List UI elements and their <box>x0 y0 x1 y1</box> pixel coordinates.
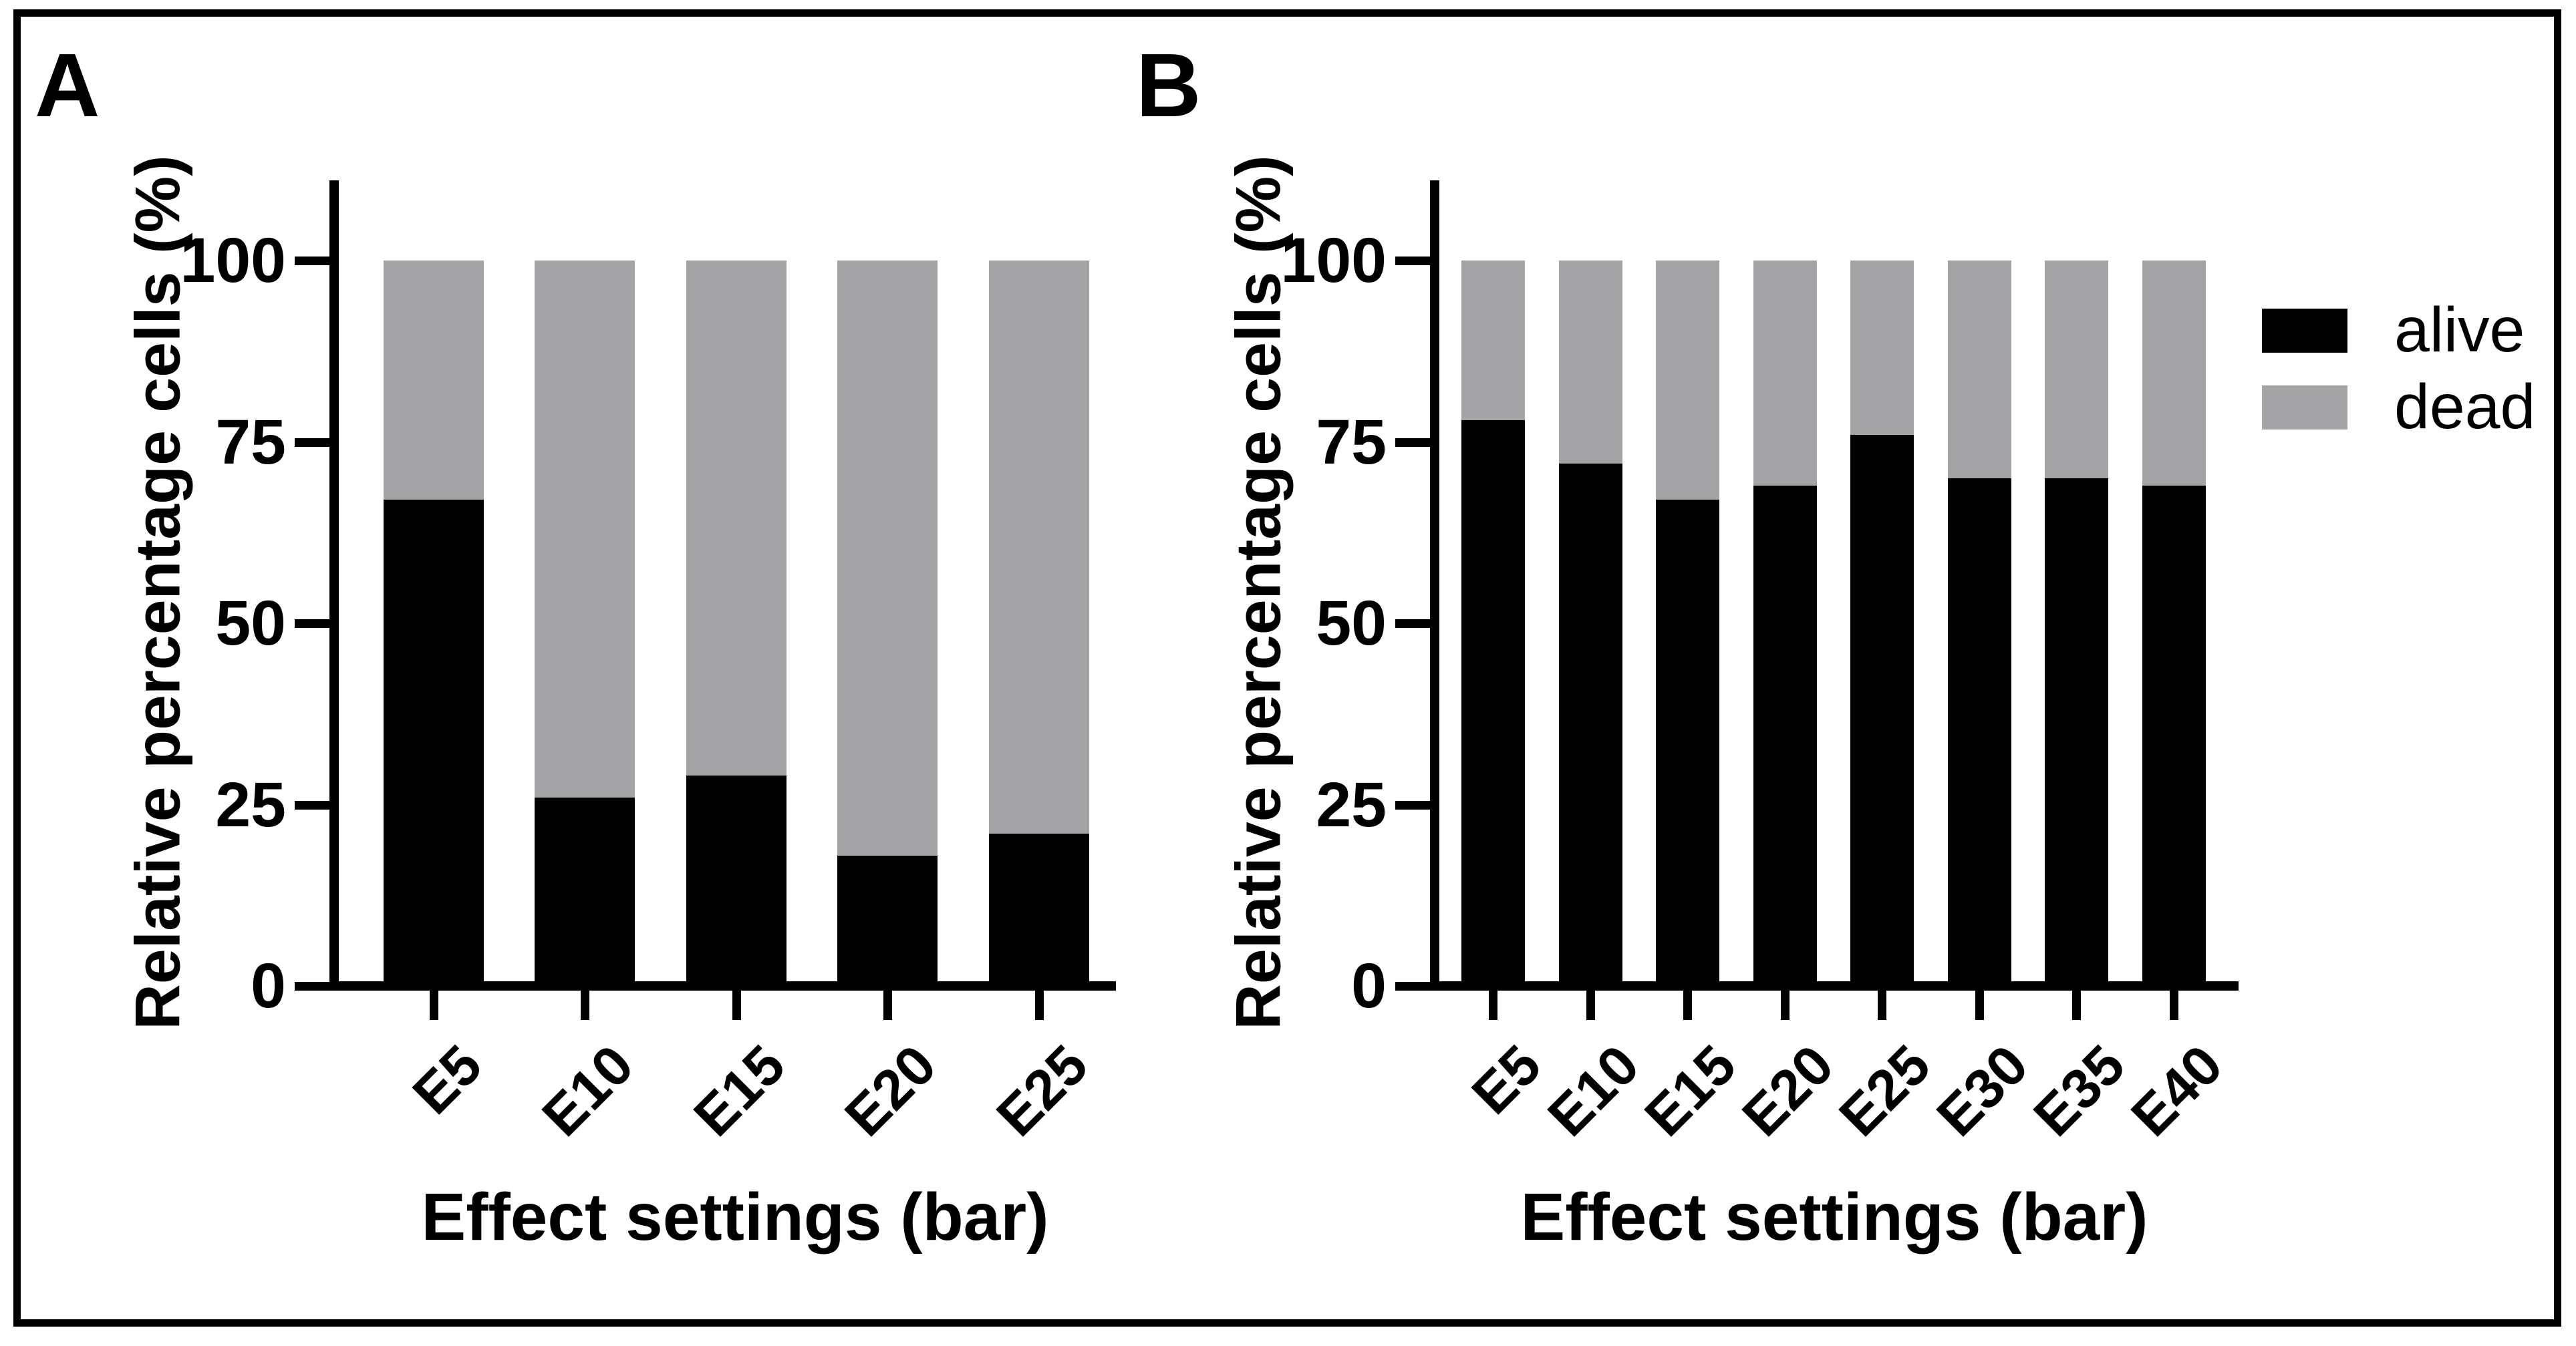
bar-E25-dead-segment <box>989 261 1089 834</box>
bar-E20-alive-segment <box>837 855 938 991</box>
bar-E5-alive-segment <box>1461 419 1525 991</box>
bar-E5-alive-segment <box>384 500 484 991</box>
bar-E20 <box>1753 261 1817 991</box>
bar-E30-alive-segment <box>1947 478 2011 991</box>
bar-E5-dead-segment <box>384 261 484 500</box>
panel-b-y-tick-label-0: 0 <box>1351 951 1387 1021</box>
panel-b-y-tick-75 <box>1395 438 1430 447</box>
panel-b-x-tick-E35 <box>2072 991 2081 1020</box>
panel-a-y-tick-label-25: 25 <box>215 769 286 840</box>
bar-E10 <box>1558 261 1622 991</box>
panel-a-y-tick-label-0: 0 <box>251 951 286 1021</box>
bar-E25-alive-segment <box>1850 434 1914 991</box>
panel-b-y-tick-label-25: 25 <box>1316 769 1387 840</box>
legend-alive-swatch <box>2262 308 2347 353</box>
bar-E15 <box>1655 261 1719 991</box>
bar-E15-alive-segment <box>1655 500 1719 991</box>
panel-a-y-tick-label-100: 100 <box>180 225 286 296</box>
bar-E10 <box>535 261 635 991</box>
bar-E10-alive-segment <box>535 797 635 991</box>
panel-a-y-tick-75 <box>295 438 329 447</box>
figure-border <box>13 9 2561 1327</box>
panel-a-y-tick-label-75: 75 <box>215 406 286 478</box>
panel-a-x-tick-E10 <box>581 991 589 1020</box>
bar-E15-dead-segment <box>686 261 786 776</box>
panel-a-y-axis-line <box>329 180 339 991</box>
panel-a-x-tick-E5 <box>430 991 438 1020</box>
panel-b-x-tick-E30 <box>1975 991 1984 1020</box>
bar-E15 <box>686 261 786 991</box>
legend-dead-swatch <box>2262 385 2347 430</box>
panel-a-y-tick-label-50: 50 <box>215 588 286 659</box>
bar-E25-alive-segment <box>989 833 1089 991</box>
panel-b-label: B <box>1136 35 1201 136</box>
panel-b-y-tick-label-75: 75 <box>1316 406 1387 478</box>
panel-b-x-axis-line <box>1430 981 2239 991</box>
bar-E20 <box>837 261 938 991</box>
legend-item-dead: dead <box>2262 375 2535 439</box>
panel-b-x-tick-E5 <box>1489 991 1497 1020</box>
panel-a-x-tick-E25 <box>1035 991 1044 1020</box>
panel-b-x-tick-E20 <box>1781 991 1790 1020</box>
bar-E25 <box>989 261 1089 991</box>
bar-E40-alive-segment <box>2142 485 2206 991</box>
panel-b-y-axis-line <box>1430 180 1439 991</box>
panel-b-x-axis-title: Effect settings (bar) <box>1520 1180 2148 1254</box>
bar-E25 <box>1850 261 1914 991</box>
bar-E35-alive-segment <box>2044 478 2108 991</box>
panel-b-y-tick-label-50: 50 <box>1316 588 1387 659</box>
panel-b-x-tick-E40 <box>2170 991 2178 1020</box>
panel-a-x-tick-E15 <box>732 991 741 1020</box>
bar-E25-dead-segment <box>1850 261 1914 435</box>
bar-E15-dead-segment <box>1655 261 1719 500</box>
bar-E5 <box>1461 261 1525 991</box>
bar-E10-alive-segment <box>1558 464 1622 991</box>
legend: alive dead <box>2262 299 2535 439</box>
bar-E20-alive-segment <box>1753 485 1817 991</box>
bar-E35-dead-segment <box>2044 261 2108 478</box>
bar-E40 <box>2142 261 2206 991</box>
bar-E20-dead-segment <box>837 261 938 856</box>
panel-b-y-tick-50 <box>1395 619 1430 628</box>
bar-E35 <box>2044 261 2108 991</box>
bar-E5 <box>384 261 484 991</box>
panel-b-x-tick-E10 <box>1586 991 1595 1020</box>
panel-b-y-tick-25 <box>1395 800 1430 810</box>
legend-alive-label: alive <box>2394 295 2525 365</box>
panel-b-x-tick-E25 <box>1878 991 1886 1020</box>
panel-a-y-tick-100 <box>295 257 329 265</box>
legend-dead-label: dead <box>2394 371 2536 442</box>
bar-E40-dead-segment <box>2142 261 2206 486</box>
bar-E20-dead-segment <box>1753 261 1817 486</box>
bar-E30-dead-segment <box>1947 261 2011 478</box>
panel-a-x-axis-title: Effect settings (bar) <box>421 1180 1049 1254</box>
bar-E15-alive-segment <box>686 776 786 991</box>
panel-a-x-tick-E20 <box>883 991 892 1020</box>
panel-b-x-tick-E15 <box>1683 991 1692 1020</box>
panel-a-y-tick-50 <box>295 619 329 628</box>
panel-a-label: A <box>35 35 100 136</box>
legend-item-alive: alive <box>2262 299 2535 362</box>
bar-E30 <box>1947 261 2011 991</box>
panel-a-y-tick-25 <box>295 800 329 810</box>
bar-E5-dead-segment <box>1461 261 1525 420</box>
bar-E10-dead-segment <box>1558 261 1622 464</box>
panel-a-y-tick-0 <box>295 982 329 991</box>
bar-E10-dead-segment <box>535 261 635 798</box>
panel-b-y-tick-0 <box>1395 982 1430 991</box>
panel-b-y-tick-100 <box>1395 257 1430 265</box>
panel-b-y-tick-label-100: 100 <box>1280 225 1387 296</box>
